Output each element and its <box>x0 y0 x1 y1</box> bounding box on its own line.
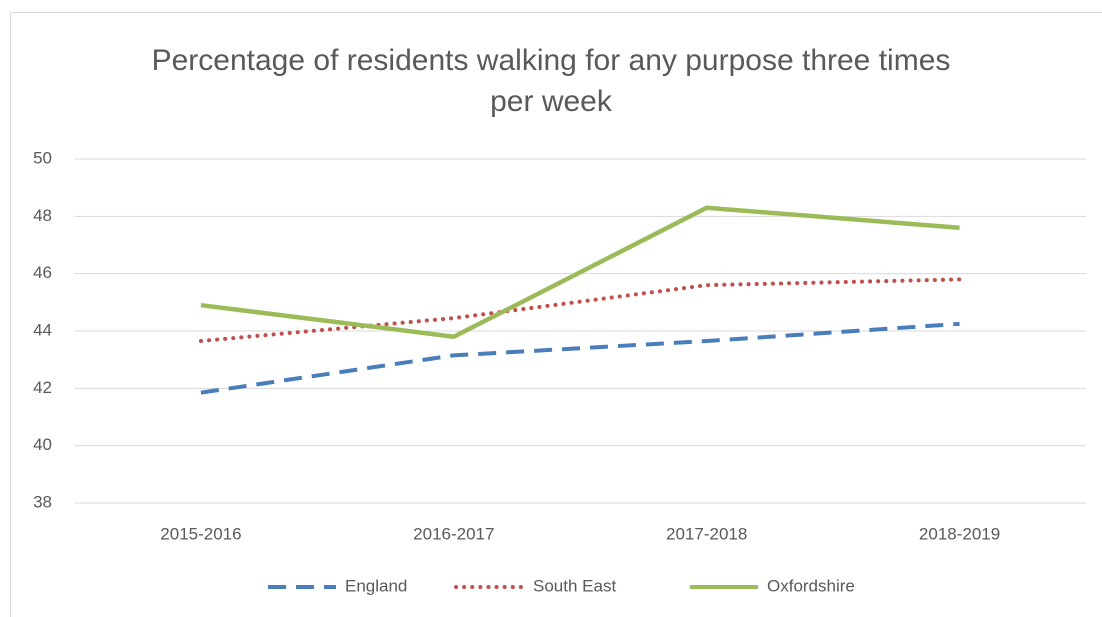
legend-label: England <box>345 576 407 595</box>
legend-label: Oxfordshire <box>767 576 855 595</box>
x-tick-label: 2015-2016 <box>160 524 241 543</box>
y-tick-label: 42 <box>33 378 52 397</box>
y-tick-label: 44 <box>33 320 52 339</box>
y-tick-label: 40 <box>33 435 52 454</box>
legend-label: South East <box>533 576 616 595</box>
x-tick-label: 2018-2019 <box>919 524 1000 543</box>
chart-border <box>10 12 1102 617</box>
y-tick-label: 48 <box>33 206 52 225</box>
x-tick-label: 2017-2018 <box>666 524 747 543</box>
x-tick-label: 2016-2017 <box>413 524 494 543</box>
y-tick-label: 50 <box>33 148 52 167</box>
y-tick-label: 38 <box>33 492 52 511</box>
series-line <box>198 277 962 344</box>
y-tick-label: 46 <box>33 263 52 282</box>
chart-title: Percentage of residents walking for any … <box>151 44 951 118</box>
series-line <box>200 321 960 395</box>
series-line <box>200 205 960 339</box>
